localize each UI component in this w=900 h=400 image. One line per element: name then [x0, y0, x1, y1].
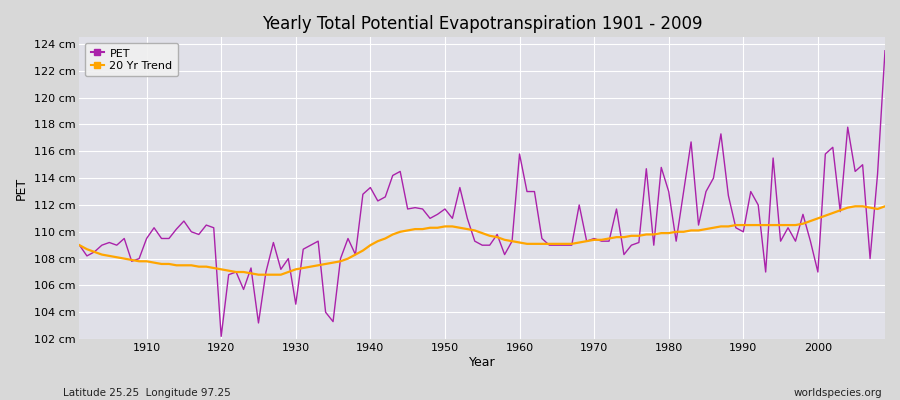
Title: Yearly Total Potential Evapotranspiration 1901 - 2009: Yearly Total Potential Evapotranspiratio…	[262, 15, 703, 33]
Text: worldspecies.org: worldspecies.org	[794, 388, 882, 398]
X-axis label: Year: Year	[469, 356, 496, 369]
Legend: PET, 20 Yr Trend: PET, 20 Yr Trend	[85, 43, 178, 76]
Y-axis label: PET: PET	[15, 177, 28, 200]
Text: Latitude 25.25  Longitude 97.25: Latitude 25.25 Longitude 97.25	[63, 388, 230, 398]
